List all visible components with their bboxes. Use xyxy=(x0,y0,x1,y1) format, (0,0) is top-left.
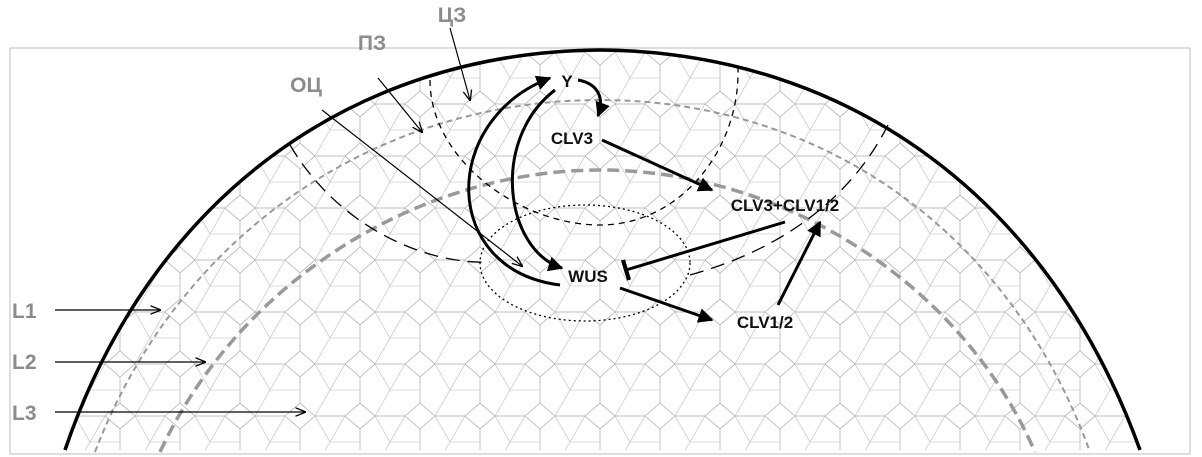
zone-label: ОЦ xyxy=(290,74,322,97)
node-label: CLV3+CLV1/2 xyxy=(731,196,840,215)
zone-label: ЦЗ xyxy=(438,4,467,27)
layer-label: L3 xyxy=(12,402,37,425)
node-label: CLV1/2 xyxy=(737,313,793,332)
layer-label: L2 xyxy=(12,351,37,374)
node-label: WUS xyxy=(568,267,608,286)
node-label: Y xyxy=(561,72,573,91)
cell-mesh xyxy=(60,48,1150,457)
zone-label: ПЗ xyxy=(358,32,386,55)
layer-label: L1 xyxy=(12,300,37,323)
diagram: ЦЗ ПЗ ОЦ L1 L2 L3 Y CLV3 CLV3+CLV1/2 WUS… xyxy=(0,0,1202,457)
node-label: CLV3 xyxy=(551,129,593,148)
